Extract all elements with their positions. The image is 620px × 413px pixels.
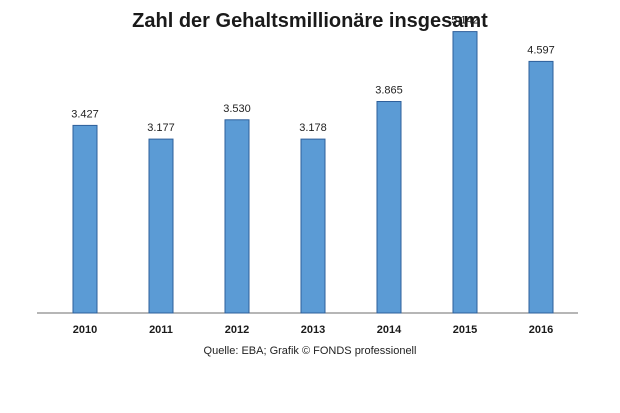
- data-label-2014: 3.865: [375, 85, 403, 97]
- x-tick-label-2011: 2011: [149, 324, 173, 336]
- data-labels-group: 3.427 3.177 3.530 3.178 3.865 5.142 4.597: [71, 15, 555, 135]
- data-label-2012: 3.530: [223, 103, 251, 115]
- bar-2014: [376, 101, 402, 314]
- x-tick-label-2015: 2015: [453, 324, 477, 336]
- bar-2010: [72, 124, 98, 314]
- bar-2011: [148, 138, 174, 314]
- bar-2015: [452, 31, 478, 314]
- x-tick-label-2010: 2010: [73, 324, 97, 336]
- data-label-2011: 3.177: [147, 122, 175, 134]
- x-tick-label-2012: 2012: [225, 324, 249, 336]
- x-tick-labels-group: 2010 2011 2012 2013 2014 2015 2016: [73, 324, 553, 336]
- bars-group: [72, 31, 554, 314]
- plot-area: 3.427 3.177 3.530 3.178 3.865 5.142 4.597 2010…: [37, 15, 578, 336]
- bar-2016: [528, 60, 554, 314]
- chart-title: Zahl der Gehaltsmillionäre insgesamt: [132, 10, 488, 32]
- source-note: Quelle: EBA; Grafik © FONDS professionel…: [204, 345, 417, 357]
- data-label-2016: 4.597: [527, 44, 555, 56]
- data-label-2010: 3.427: [71, 108, 99, 120]
- data-label-2013: 3.178: [299, 122, 327, 134]
- x-tick-label-2016: 2016: [529, 324, 553, 336]
- bar-2013: [300, 138, 326, 314]
- x-tick-label-2014: 2014: [377, 324, 402, 336]
- bar-2012: [224, 119, 250, 314]
- x-tick-label-2013: 2013: [301, 324, 325, 336]
- data-label-2015: 5.142: [451, 15, 479, 27]
